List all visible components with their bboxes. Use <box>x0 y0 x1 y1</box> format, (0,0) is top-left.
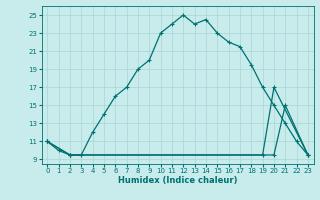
X-axis label: Humidex (Indice chaleur): Humidex (Indice chaleur) <box>118 176 237 185</box>
